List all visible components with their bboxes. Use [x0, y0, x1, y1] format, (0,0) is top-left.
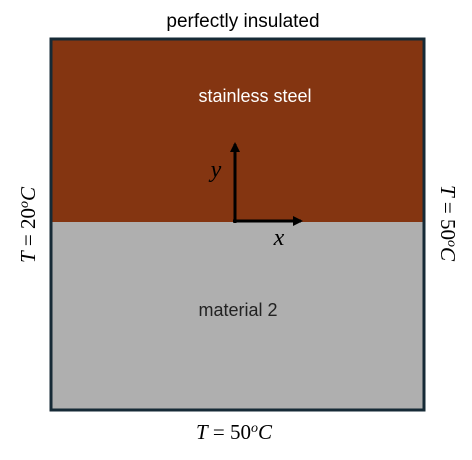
stainless-steel-region [51, 39, 424, 222]
material-2-region [51, 222, 424, 410]
stainless-steel-label: stainless steel [198, 86, 311, 106]
coordinate-axes: x y [209, 142, 303, 251]
x-axis-label: x [273, 225, 285, 251]
domain-border [49, 37, 426, 412]
right-boundary-label: T = 50oC [436, 185, 460, 262]
bottom-boundary-label: T = 50oC [196, 420, 273, 444]
left-boundary-label: T = 20oC [16, 186, 40, 263]
material-2-label: material 2 [198, 300, 277, 320]
top-boundary-label: perfectly insulated [166, 11, 319, 32]
y-axis-label: y [209, 157, 222, 183]
